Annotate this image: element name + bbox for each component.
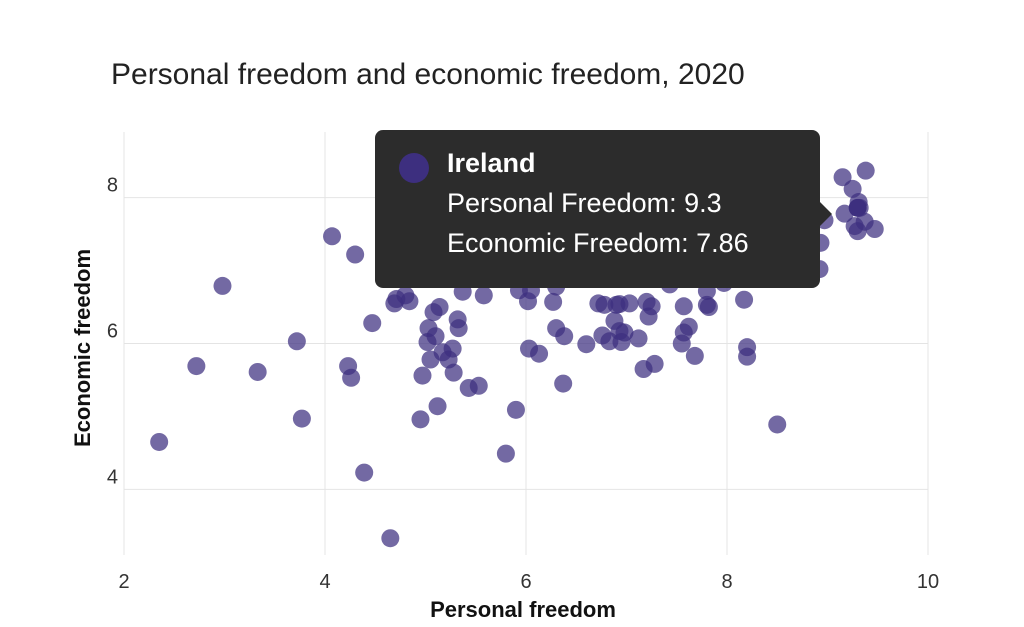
data-point[interactable] [355, 463, 374, 482]
data-point[interactable] [428, 397, 447, 416]
data-point[interactable] [363, 314, 382, 333]
data-point[interactable] [685, 346, 704, 365]
x-tick-label: 8 [721, 571, 732, 593]
tooltip-economic-freedom: Economic Freedom: 7.86 [447, 228, 749, 258]
x-tick-labels: 2 4 6 8 10 [118, 571, 939, 593]
data-point[interactable] [555, 327, 574, 346]
data-point[interactable] [292, 409, 311, 428]
data-point[interactable] [248, 362, 267, 381]
data-point[interactable] [865, 219, 884, 238]
y-tick-label: 4 [107, 466, 118, 488]
y-tick-label: 8 [107, 175, 118, 197]
data-point[interactable] [346, 245, 365, 264]
data-point[interactable] [544, 292, 563, 311]
data-point[interactable] [187, 357, 206, 376]
data-point[interactable] [645, 354, 664, 373]
data-point[interactable] [323, 227, 342, 246]
data-point[interactable] [856, 161, 875, 180]
data-point[interactable] [768, 415, 787, 434]
data-point[interactable] [679, 317, 698, 336]
data-point[interactable] [620, 294, 639, 313]
x-tick-label: 6 [520, 571, 531, 593]
data-point[interactable] [530, 344, 549, 363]
data-point[interactable] [426, 327, 445, 346]
data-point[interactable] [554, 374, 573, 393]
tooltip-color-swatch [399, 153, 429, 183]
data-point[interactable] [615, 323, 634, 342]
data-point[interactable] [629, 329, 648, 348]
data-point[interactable] [674, 297, 693, 316]
tooltip: Ireland Personal Freedom: 9.3 Economic F… [375, 130, 832, 288]
tooltip-personal-freedom: Personal Freedom: 9.3 [447, 188, 722, 218]
data-point[interactable] [642, 297, 661, 316]
x-tick-label: 4 [319, 571, 330, 593]
data-point[interactable] [430, 298, 449, 317]
tooltip-country: Ireland [447, 148, 536, 178]
data-point[interactable] [738, 347, 757, 366]
data-point[interactable] [506, 400, 525, 419]
data-point[interactable] [413, 366, 432, 385]
data-point[interactable] [735, 290, 754, 309]
data-point[interactable] [443, 339, 462, 358]
data-point[interactable] [469, 376, 488, 395]
data-point[interactable] [449, 319, 468, 338]
data-point[interactable] [213, 276, 232, 295]
data-point[interactable] [496, 444, 515, 463]
data-point[interactable] [411, 410, 430, 429]
y-tick-label: 6 [107, 321, 118, 343]
y-axis-label: Economic freedom [70, 249, 95, 447]
data-point[interactable] [342, 368, 361, 387]
data-point[interactable] [577, 335, 596, 354]
highlighted-point[interactable] [848, 198, 867, 217]
data-point[interactable] [833, 168, 852, 187]
data-point[interactable] [474, 286, 493, 305]
y-tick-labels: 4 6 8 [107, 175, 118, 489]
data-point[interactable] [150, 432, 169, 451]
data-point[interactable] [287, 332, 306, 351]
data-point[interactable] [699, 298, 718, 317]
data-point[interactable] [381, 529, 400, 548]
data-point[interactable] [444, 363, 463, 382]
data-point[interactable] [400, 292, 419, 311]
chart-title: Personal freedom and economic freedom, 2… [111, 58, 745, 91]
x-tick-label: 2 [118, 571, 129, 593]
x-axis-label: Personal freedom [430, 597, 616, 622]
x-tick-label: 10 [917, 571, 939, 593]
